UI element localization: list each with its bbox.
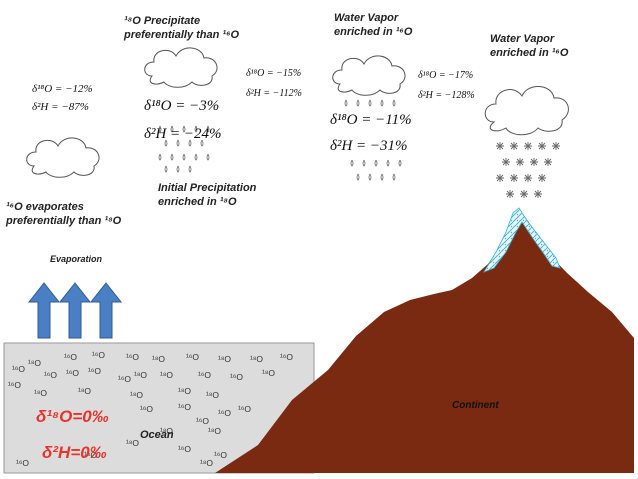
cloud-icon [484, 86, 569, 136]
isotope-o16: ¹⁶O [12, 364, 25, 374]
isotope-o16: ¹⁶O [140, 404, 153, 414]
cloud1-o18-value: δ¹⁸O = −12% [32, 83, 93, 95]
isotope-o18: ¹⁸O [250, 354, 263, 364]
isotope-o18: ¹⁸O [28, 358, 41, 368]
isotope-o16: ¹⁶O [16, 458, 29, 468]
cloud3-h2-value: δ²H = −112% [246, 88, 302, 99]
isotope-o16: ¹⁶O [238, 404, 251, 414]
isotope-o18: ¹⁸O [78, 386, 91, 396]
isotope-o16: ¹⁶O [280, 352, 293, 362]
ocean-label: Ocean [140, 429, 174, 441]
ocean-o18-value: δ¹⁸O=0‰ [36, 407, 109, 426]
isotope-o18: ¹⁸O [208, 426, 221, 436]
arrow-up-icon [58, 282, 92, 339]
isotope-o18: ¹⁸O [134, 370, 147, 380]
cloud1-h2-value: δ²H = −87% [32, 101, 89, 113]
isotope-o16: ¹⁶O [8, 380, 21, 390]
evaporates-label: ¹⁶O evaporates [6, 201, 84, 213]
isotope-o18: ¹⁸O [34, 388, 47, 398]
initial-precip-label: Initial Precipitation [158, 182, 257, 194]
isotope-o18: ¹⁸O [200, 458, 213, 468]
snowflakes [496, 142, 560, 198]
isotope-o18: ¹⁸O [160, 370, 173, 380]
isotope-o18: ¹⁸O [84, 450, 97, 460]
arrow-up-icon [89, 282, 123, 339]
vapor-label: enriched in ¹⁶O [334, 26, 413, 38]
isotope-o18: ¹⁸O [126, 438, 139, 448]
clouds [26, 47, 569, 178]
precipitate-label: ¹⁸O Precipitate [124, 15, 200, 27]
isotope-o18: ¹⁸O [130, 390, 143, 400]
evaporation-label: Evaporation [50, 254, 103, 264]
cloud2-h2-value: δ²H = −24% [144, 126, 222, 142]
isotope-o18: ¹⁸O [178, 386, 191, 396]
cloud-icon [144, 47, 218, 88]
rain-drops [344, 99, 402, 181]
isotope-o16: ¹⁶O [198, 370, 211, 380]
isotope-o16: ¹⁶O [178, 402, 191, 412]
evaporates-label: preferentially than ¹⁸O [5, 215, 122, 227]
evaporation-arrows [27, 282, 123, 339]
isotope-o16: ¹⁶O [178, 444, 191, 454]
isotope-o16: ¹⁶O [64, 352, 77, 362]
vapor-label: Water Vapor [334, 12, 399, 24]
arrow-up-icon [27, 282, 61, 339]
isotope-o18: ¹⁸O [206, 390, 219, 400]
isotope-o16: ¹⁶O [92, 350, 105, 360]
ocean-h2-value: δ²H=0‰ [42, 443, 107, 462]
cloud5-o18-value: δ¹⁸O = −17% [418, 70, 473, 81]
ocean-isotopes: ¹⁸O ¹⁶O ¹⁶O ¹⁶O ¹⁸O ¹⁶O ¹⁸O ¹⁸O ¹⁶O ¹⁶O … [8, 350, 293, 468]
isotope-o18: ¹⁸O [262, 368, 275, 378]
isotope-o16: ¹⁶O [44, 370, 57, 380]
precipitate-label: preferentially than ¹⁶O [123, 29, 240, 41]
cloud4-h2-value: δ²H = −31% [330, 138, 408, 154]
cloud2-o18-value: δ¹⁸O = −3% [144, 98, 219, 114]
continent-label: Continent [452, 400, 499, 411]
isotope-o16: ¹⁶O [218, 408, 231, 418]
cloud3-o18-value: δ¹⁸O = −15% [246, 68, 301, 79]
isotope-o16: ¹⁶O [118, 374, 131, 384]
isotope-o18: ¹⁸O [160, 426, 173, 436]
cloud5-h2-value: δ²H = −128% [418, 90, 475, 101]
isotope-o18: ¹⁸O [152, 354, 165, 364]
isotope-o16: ¹⁶O [66, 368, 79, 378]
snow-cap [483, 207, 561, 273]
cloud-icon [332, 55, 406, 96]
isotope-o16: ¹⁶O [196, 416, 209, 426]
rain-drops [158, 125, 210, 173]
isotope-o16: ¹⁶O [230, 372, 243, 382]
initial-precip-label: enriched in ¹⁸O [158, 196, 237, 208]
isotope-o16: ¹⁶O [214, 450, 227, 460]
isotope-o16: ¹⁶O [126, 352, 139, 362]
continent-landmass [215, 210, 634, 473]
isotope-o16: ¹⁶O [186, 352, 199, 362]
isotope-o16: ¹⁶O [88, 366, 101, 376]
cloud4-o18-value: δ¹⁸O = −11% [330, 112, 412, 128]
isotope-o18: ¹⁸O [218, 354, 231, 364]
cloud-icon [26, 137, 100, 178]
vapor-label: enriched in ¹⁶O [490, 47, 569, 59]
vapor-label: Water Vapor [490, 33, 555, 45]
